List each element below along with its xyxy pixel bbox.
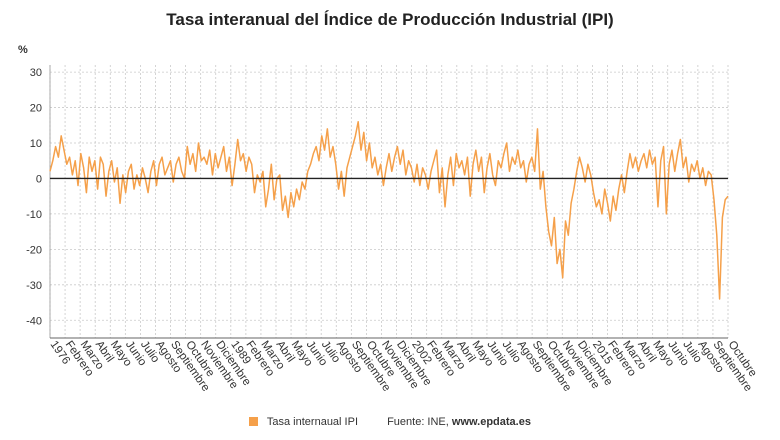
y-tick-label: 0 — [36, 173, 42, 185]
source-text: Fuente: INE, — [387, 416, 449, 428]
legend-label: Tasa internaual IPI — [266, 416, 359, 428]
y-tick-label: 10 — [30, 138, 42, 150]
y-tick-label: -10 — [26, 209, 42, 221]
y-tick-label: -30 — [26, 280, 42, 292]
y-tick-label: -40 — [26, 315, 42, 327]
y-axis-unit: % — [18, 44, 28, 56]
y-tick-label: -20 — [26, 244, 42, 256]
legend-swatch — [249, 417, 259, 426]
y-tick-label: 20 — [30, 103, 42, 115]
legend: Tasa internaual IPI Fuente: INE, www.epd… — [0, 416, 780, 428]
y-tick-label: 30 — [30, 67, 42, 79]
series-line-ipi — [49, 120, 729, 300]
chart-title: Tasa interanual del Índice de Producción… — [166, 10, 614, 29]
source-site: www.epdata.es — [451, 416, 531, 428]
